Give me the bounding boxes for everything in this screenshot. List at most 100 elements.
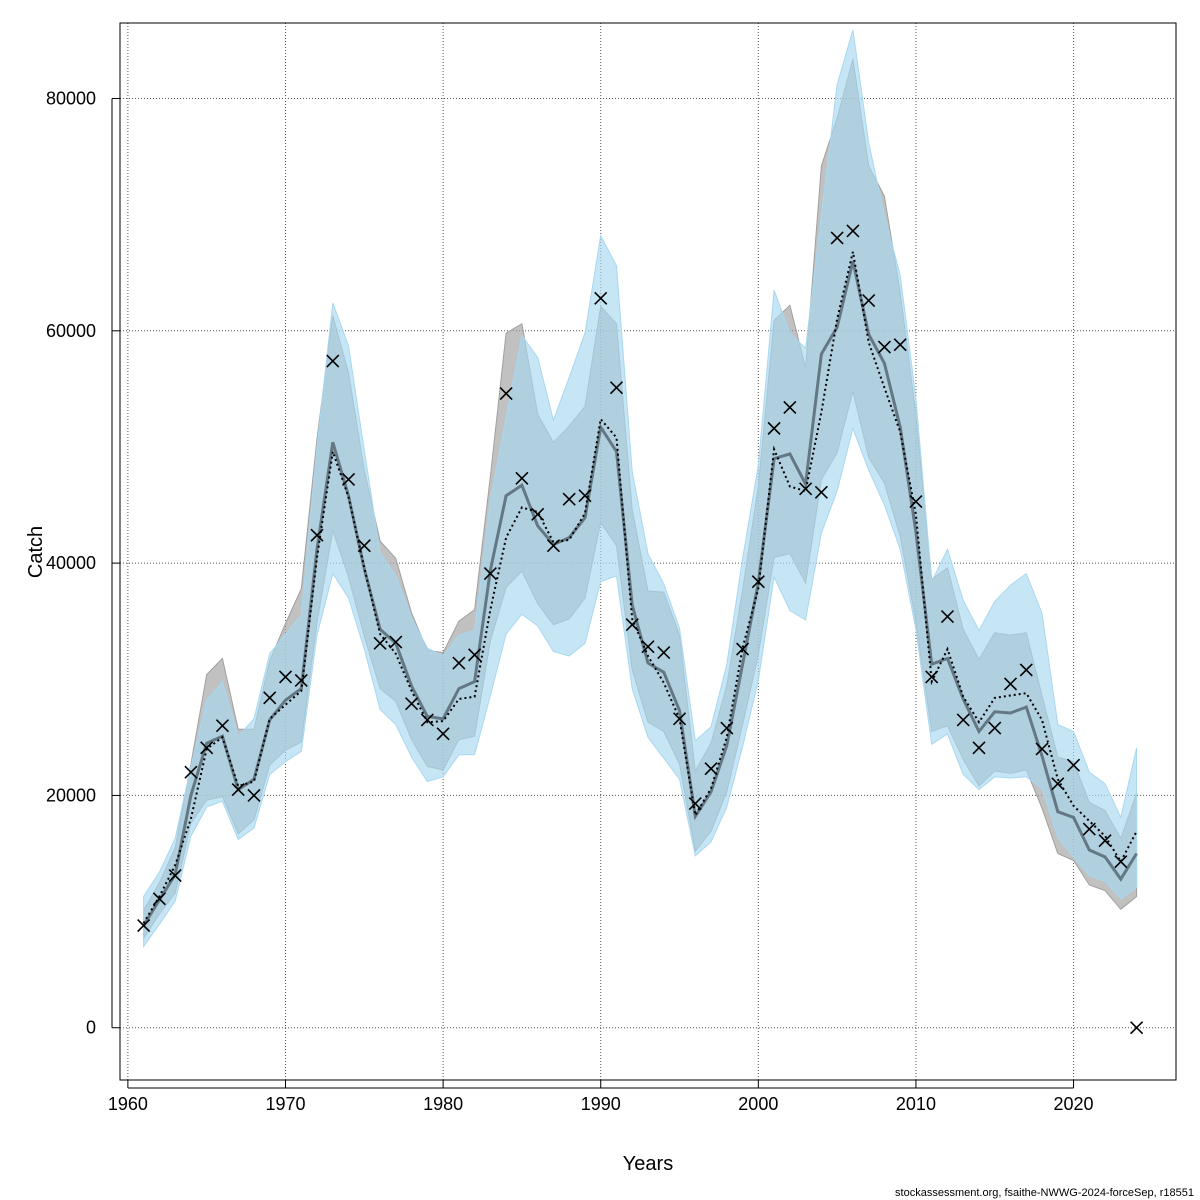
marker-stroke (641, 640, 655, 654)
marker-stroke (373, 636, 387, 650)
observation-marker (940, 609, 955, 624)
marker-stroke (278, 670, 293, 684)
observation-marker (1019, 663, 1033, 677)
marker-stroke (594, 291, 608, 305)
y-axis-label: Catch (25, 526, 47, 578)
marker-stroke (468, 648, 482, 662)
observation-marker (877, 340, 891, 354)
marker-stroke (704, 762, 718, 776)
marker-stroke (877, 340, 891, 354)
marker-stroke (420, 713, 434, 727)
marker-stroke (672, 712, 687, 726)
x-tick-label: 2010 (896, 1094, 936, 1114)
marker-stroke (1035, 742, 1049, 756)
marker-stroke (152, 892, 166, 906)
observation-marker (767, 421, 781, 435)
observation-marker (799, 482, 813, 496)
marker-stroke (562, 492, 576, 506)
observation-marker (562, 492, 576, 506)
marker-stroke (1082, 822, 1096, 836)
marker-stroke (846, 224, 860, 238)
observation-marker (278, 670, 293, 684)
observation-markers (137, 224, 1144, 1035)
observation-marker (1082, 822, 1096, 836)
marker-stroke (909, 494, 923, 509)
observation-marker (641, 640, 655, 654)
y-tick-label: 60000 (46, 321, 96, 341)
marker-stroke (215, 719, 230, 733)
observation-marker (1066, 758, 1081, 772)
marker-stroke (940, 609, 955, 624)
marker-stroke (326, 354, 340, 368)
observation-marker (247, 788, 261, 802)
observation-marker (578, 489, 592, 503)
marker-stroke (515, 471, 529, 485)
observation-marker (436, 727, 450, 741)
x-tick-label: 1960 (108, 1094, 148, 1114)
observation-marker (373, 636, 387, 650)
observation-marker (531, 507, 545, 521)
observation-marker (1130, 1021, 1144, 1035)
observation-marker (263, 691, 277, 705)
observation-marker (231, 783, 245, 797)
marker-stroke (294, 673, 308, 687)
observation-marker (909, 494, 923, 509)
observation-marker (609, 381, 624, 395)
observation-marker (184, 765, 198, 779)
marker-stroke (736, 642, 750, 656)
observation-marker (137, 918, 151, 933)
observation-marker (389, 635, 403, 649)
marker-stroke (956, 713, 970, 727)
marker-stroke (751, 575, 765, 589)
observation-marker (200, 741, 214, 755)
marker-stroke (1003, 677, 1018, 691)
axes: 1960 1970 1980 1990 2000 2010 2020 0 20000 40000 6… (46, 89, 1094, 1115)
observation-marker (720, 721, 734, 735)
y-tick-label: 20000 (46, 785, 96, 805)
y-tick-label: 0 (86, 1018, 96, 1038)
observation-marker (925, 670, 939, 684)
marker-stroke (783, 400, 797, 415)
marker-stroke (925, 670, 939, 684)
marker-stroke (799, 482, 813, 496)
marker-stroke (1066, 758, 1081, 772)
observation-marker (862, 294, 876, 308)
marker-stroke (389, 635, 403, 649)
marker-stroke (657, 645, 671, 660)
marker-stroke (862, 294, 876, 308)
marker-stroke (546, 539, 560, 553)
marker-stroke (988, 721, 1002, 735)
observation-marker (152, 892, 166, 906)
marker-stroke (231, 783, 245, 797)
marker-stroke (972, 741, 986, 755)
series-lines (142, 251, 1138, 927)
observation-marker (310, 528, 324, 542)
observation-marker (956, 713, 970, 727)
observation-marker (357, 539, 371, 553)
marker-stroke (247, 788, 261, 802)
observation-marker (452, 656, 466, 670)
observation-marker (657, 645, 671, 660)
confidence-bands (143, 29, 1138, 948)
marker-stroke (688, 796, 702, 811)
marker-stroke (578, 489, 592, 503)
marker-stroke (483, 567, 497, 581)
marker-stroke (814, 485, 828, 499)
marker-stroke (1019, 663, 1033, 677)
plot-frame (119, 22, 1177, 1081)
marker-stroke (893, 338, 907, 352)
band-blue (143, 29, 1138, 948)
credit-text: stockassessment.org, fsaithe-NWWG-2024-f… (895, 1187, 1194, 1199)
y-tick-label: 80000 (46, 89, 96, 109)
marker-stroke (767, 421, 781, 435)
x-tick-label: 1990 (581, 1094, 621, 1114)
observation-marker (168, 869, 182, 883)
x-tick-label: 2020 (1054, 1094, 1094, 1114)
observation-marker (405, 697, 419, 711)
observation-marker (830, 231, 844, 245)
marker-stroke (531, 507, 545, 521)
observation-marker (515, 471, 529, 485)
observation-marker (546, 539, 560, 553)
observation-marker (499, 386, 513, 401)
